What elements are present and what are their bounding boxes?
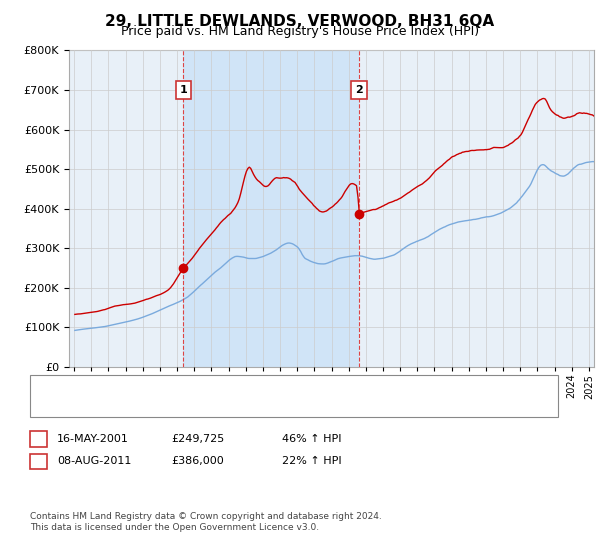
Text: 2: 2	[35, 456, 42, 466]
Text: 2: 2	[355, 85, 363, 95]
Text: HPI: Average price, detached house, Dorset: HPI: Average price, detached house, Dors…	[80, 400, 308, 410]
Bar	[184, 50, 359, 367]
Text: Contains HM Land Registry data © Crown copyright and database right 2024.
This d: Contains HM Land Registry data © Crown c…	[30, 512, 382, 532]
Text: 22% ↑ HPI: 22% ↑ HPI	[282, 456, 341, 466]
Text: 46% ↑ HPI: 46% ↑ HPI	[282, 434, 341, 444]
Text: £386,000: £386,000	[171, 456, 224, 466]
Text: 1: 1	[179, 85, 187, 95]
Text: £249,725: £249,725	[171, 434, 224, 444]
Text: 1: 1	[35, 434, 42, 444]
Text: 08-AUG-2011: 08-AUG-2011	[57, 456, 131, 466]
Text: 29, LITTLE DEWLANDS, VERWOOD, BH31 6QA (detached house): 29, LITTLE DEWLANDS, VERWOOD, BH31 6QA (…	[80, 382, 413, 392]
Text: Price paid vs. HM Land Registry's House Price Index (HPI): Price paid vs. HM Land Registry's House …	[121, 25, 479, 38]
Text: 29, LITTLE DEWLANDS, VERWOOD, BH31 6QA: 29, LITTLE DEWLANDS, VERWOOD, BH31 6QA	[106, 14, 494, 29]
Text: 16-MAY-2001: 16-MAY-2001	[57, 434, 129, 444]
